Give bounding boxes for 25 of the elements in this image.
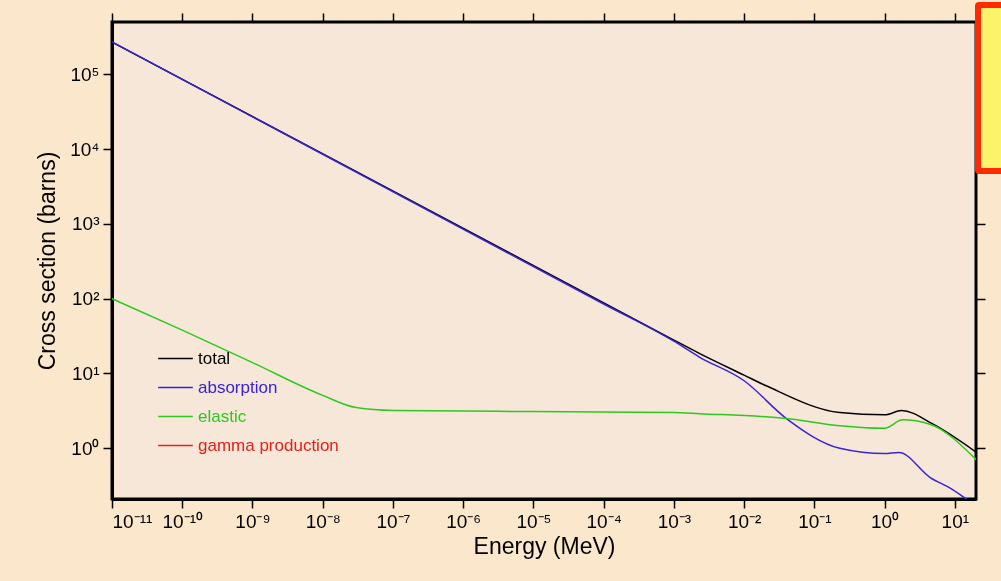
y-axis-title: Cross section (barns) — [34, 151, 61, 371]
x-tick-label: 10⁻⁴ — [586, 510, 622, 532]
x-tick-label: 10⁻¹⁰ — [162, 510, 203, 532]
legend-label: elastic — [198, 406, 247, 426]
x-tick-label: 10⁰ — [871, 510, 900, 532]
x-tick-label: 10¹ — [941, 510, 970, 532]
x-tick-label: 10⁻⁹ — [235, 510, 271, 532]
y-tick-label: 10⁰ — [71, 437, 100, 459]
y-tick-label: 10² — [72, 288, 100, 310]
x-tick-label: 10⁻⁵ — [516, 510, 552, 532]
y-tick-label: 10⁵ — [70, 63, 100, 85]
x-tick-label: 10⁻¹ — [798, 510, 832, 532]
legend-label: gamma production — [198, 435, 339, 455]
legend-label: total — [198, 348, 231, 368]
x-tick-label: 10⁻³ — [657, 510, 692, 532]
x-tick-label: 10⁻⁶ — [446, 510, 482, 532]
y-tick-label: 10¹ — [72, 363, 100, 384]
y-tick-label: 10³ — [72, 213, 100, 235]
legend-label: absorption — [198, 377, 278, 397]
x-axis-title: Energy (MeV) — [473, 532, 616, 559]
x-tick-label: 10⁻¹¹ — [112, 510, 153, 532]
y-tick-label: 10⁴ — [70, 138, 100, 160]
x-tick-label: 10⁻⁸ — [305, 510, 341, 532]
x-tick-label: 10⁻⁷ — [376, 510, 411, 532]
x-tick-label: 10⁻² — [727, 510, 762, 532]
